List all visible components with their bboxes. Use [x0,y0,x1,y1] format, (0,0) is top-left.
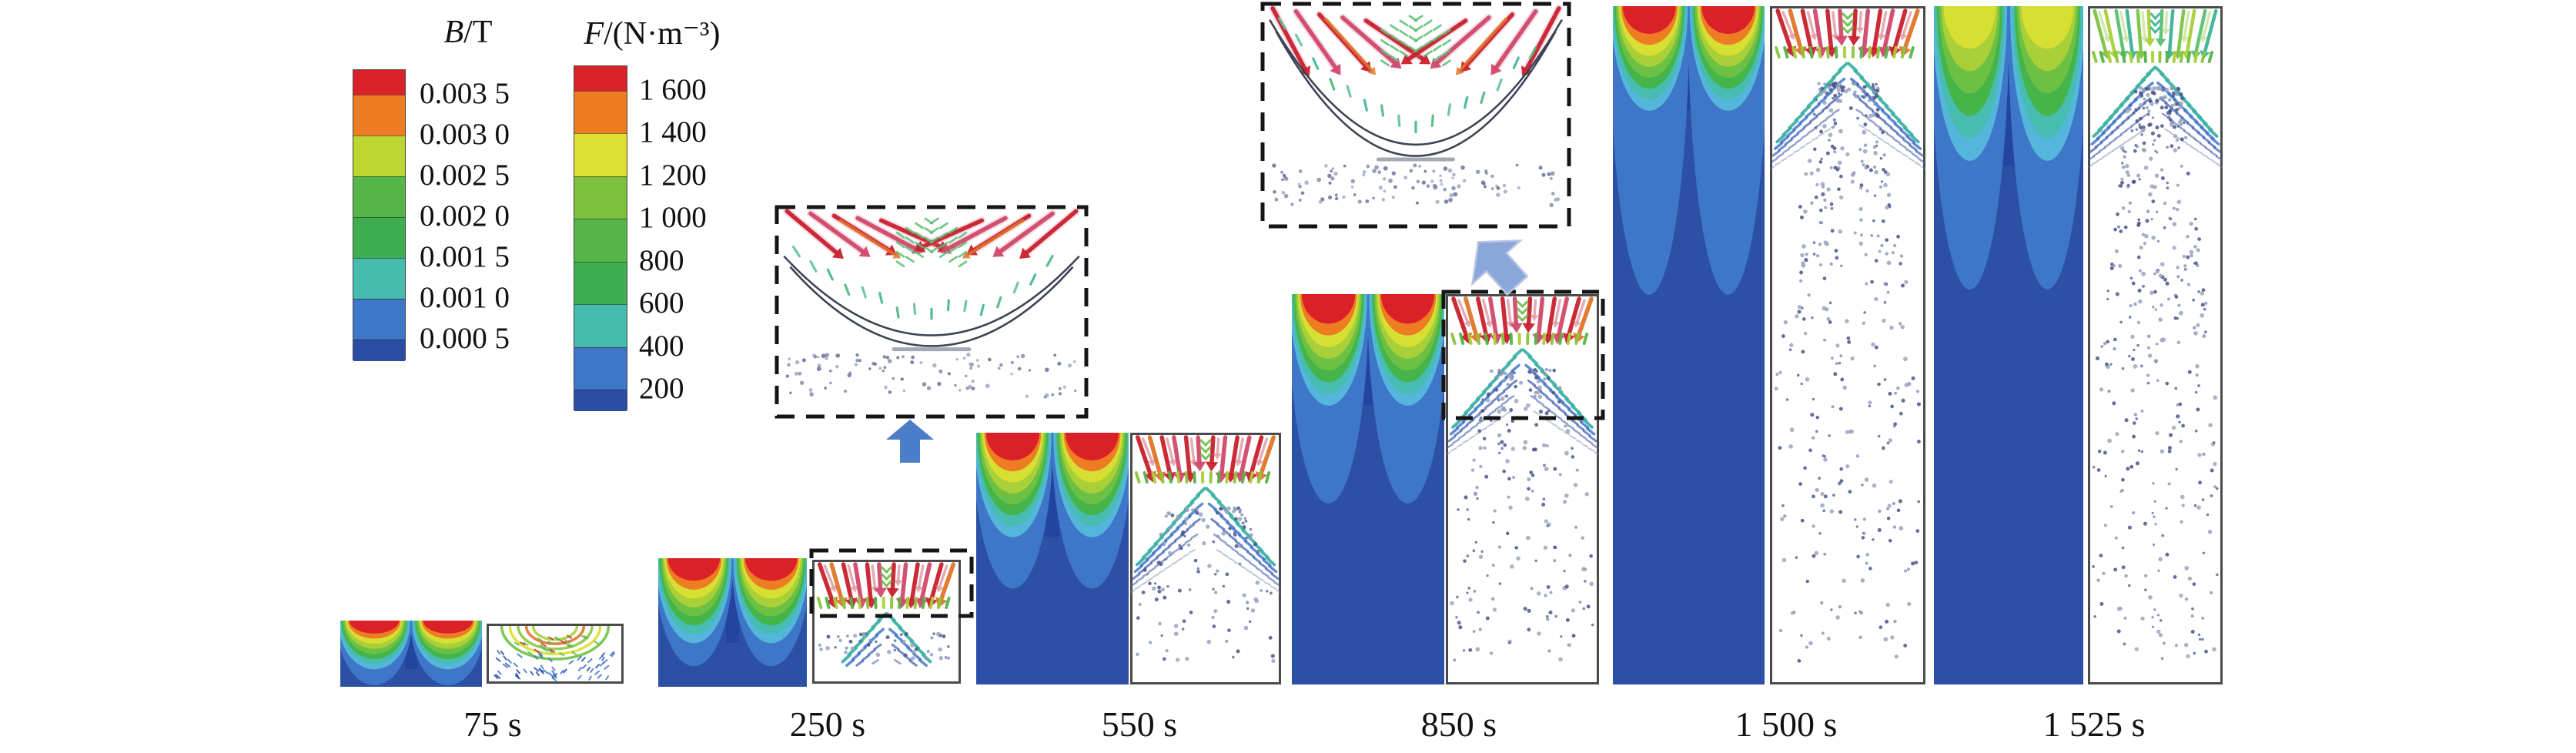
f-legend-color-segment [574,176,627,219]
b-field-panel-1525s-svg [1934,6,2083,684]
b-legend-color-segment [353,217,405,258]
f-force-panel-850s [1446,294,1599,684]
f-force-panel-550s [1130,433,1281,684]
zoom-inset-850s [1260,2,1571,229]
f-legend-level-label: 1 400 [639,115,707,149]
f-force-panel-75s-svg [487,624,624,684]
b-field-panel-1525s [1934,6,2083,684]
b-field-panel-250s [658,558,807,687]
b-field-panel-550s-svg [976,433,1129,684]
zoom-callout-arrow-850s [1404,170,1591,357]
b-legend-color-segment [353,136,405,176]
b-field-panel-550s [976,433,1129,684]
f-legend-title: F/(N·m⁻³) [556,14,748,52]
b-legend-color-segment [353,340,405,361]
f-legend-color-segment [574,346,627,390]
b-field-panel-850s-svg [1292,294,1444,684]
time-label-250s: 250 s [789,704,866,744]
time-label-75s: 75 s [463,704,522,744]
b-field-panel-1500s [1613,6,1765,684]
zoom-callout-arrow-250s-svg [886,420,934,463]
f-legend-level-label: 1 000 [639,201,707,235]
b-legend-color-segment [353,95,405,136]
b-legend-level-label: 0.003 5 [420,77,510,110]
time-label-1525s: 1 525 s [2042,704,2146,744]
b-field-panel-75s-svg [340,621,482,687]
f-colorbar [574,65,627,411]
f-legend-color-segment [574,91,627,134]
f-legend-color-segment [574,133,627,176]
f-legend-variable: F [584,16,604,52]
f-legend-color-segment [574,389,627,411]
b-legend-variable: B [443,15,464,50]
f-force-panel-1500s-svg [1770,6,1925,684]
b-field-panel-75s [340,621,482,687]
b-legend-color-segment [353,176,405,217]
f-force-panel-1525s-svg [2088,6,2223,684]
f-legend-color-segment [574,304,627,347]
zoom-callout-arrow-250s [841,372,979,510]
f-legend-level-label: 1 200 [639,158,707,192]
zoom-source-region-src-250s [809,548,974,618]
f-legend-color-segment [574,66,627,91]
f-legend-color-segment [574,219,627,262]
b-legend-title: B/T [383,14,553,51]
f-force-panel-250s [812,560,961,684]
f-force-panel-1525s [2088,6,2223,684]
f-legend-level-label: 400 [639,329,684,363]
time-label-1500s: 1 500 s [1735,704,1838,744]
time-label-550s: 550 s [1101,704,1178,744]
b-legend-color-segment [353,299,405,340]
f-force-panel-550s-svg [1130,433,1281,684]
zoom-source-region-src-850s [1441,289,1605,420]
time-label-850s: 850 s [1420,704,1497,744]
f-legend-unit: /(N·m⁻³) [604,16,721,52]
zoom-inset-850s-svg [1260,2,1571,229]
b-field-panel-1500s-svg [1613,6,1765,684]
f-force-panel-1500s [1770,6,1925,684]
b-legend-level-label: 0.001 5 [420,240,510,273]
b-legend-level-label: 0.002 5 [420,159,510,192]
f-legend-level-label: 1 600 [639,73,707,106]
f-legend-level-label: 800 [639,243,684,277]
f-force-panel-850s-svg [1446,294,1599,684]
zoom-source-region-src-250s-svg [809,548,974,618]
b-legend-unit: /T [463,15,493,50]
zoom-inset-250s [774,205,1089,419]
f-force-panel-250s-svg [812,560,961,684]
b-legend-color-segment [353,70,405,95]
b-legend-level-label: 0.003 0 [420,118,510,151]
b-legend-color-segment [353,258,405,299]
f-force-panel-75s [487,624,624,684]
zoom-callout-arrow-850s-svg [1470,239,1529,296]
zoom-source-region-src-850s-svg [1441,289,1605,420]
f-legend-level-label: 200 [639,372,684,405]
b-legend-level-label: 0.002 0 [420,199,510,233]
b-colorbar [353,69,406,361]
f-legend-level-label: 600 [639,286,684,320]
b-legend-level-label: 0.000 5 [420,322,510,355]
zoom-inset-250s-svg [774,205,1089,419]
b-field-panel-850s [1292,294,1444,684]
b-field-panel-250s-svg [658,558,807,687]
b-legend-level-label: 0.001 0 [420,281,510,314]
f-legend-color-segment [574,261,627,305]
